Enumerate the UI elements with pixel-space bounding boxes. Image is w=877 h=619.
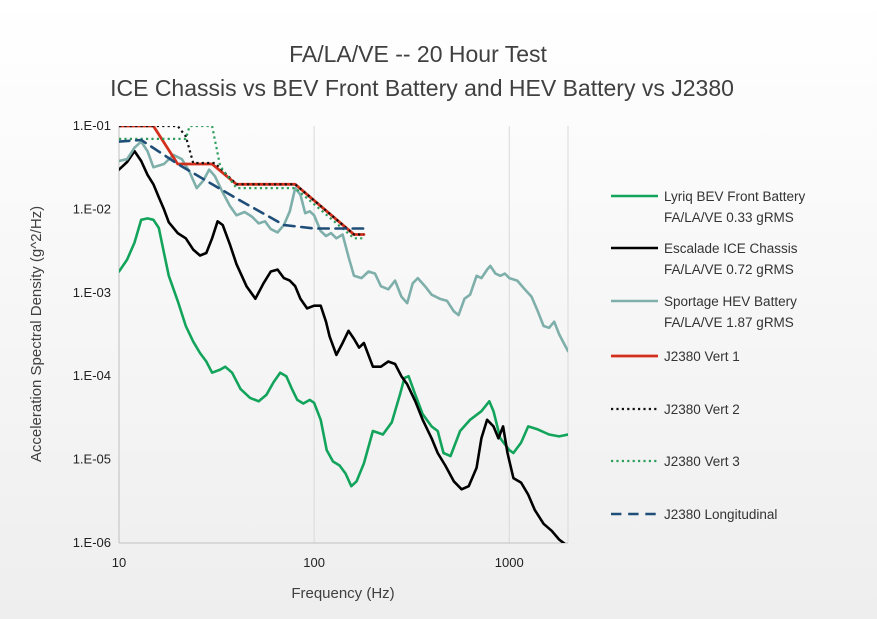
legend-label: FA/LA/VE 1.87 gRMS [664, 315, 794, 330]
y-tick-label: 1.E-03 [73, 285, 111, 300]
legend-label: J2380 Longitudinal [664, 507, 777, 522]
legend-label: J2380 Vert 1 [664, 349, 740, 364]
legend-item-lyriq-bev-front-battery-fa-la-ve-0-33-grms: Lyriq BEV Front Battery FA/LA/VE 0.33 gRM… [611, 189, 806, 225]
series-line-j2380-vert-3 [119, 126, 364, 240]
x-axis-label: Frequency (Hz) [291, 585, 394, 602]
legend-item-j2380-longitudinal: J2380 Longitudinal [611, 507, 777, 522]
series-line-escalade-ice-chassis-fa-la-ve-0-72-grms [119, 149, 566, 543]
y-axis-label: Acceleration Spectral Density (g^2/Hz) [28, 206, 45, 462]
chart-title-line-2: ICE Chassis vs BEV Front Battery and HEV… [110, 75, 734, 101]
legend-item-j2380-vert-2: J2380 Vert 2 [611, 402, 740, 417]
series-lines [119, 126, 568, 543]
y-tick-label: 1.E-04 [73, 368, 111, 383]
legend-item-sportage-hev-battery-fa-la-ve-1-87-grms: Sportage HEV Battery FA/LA/VE 1.87 gRMS [611, 294, 797, 330]
y-tick-label: 1.E-05 [73, 452, 111, 467]
legend-label: FA/LA/VE 0.33 gRMS [664, 210, 794, 225]
y-tick-label: 1.E-02 [73, 201, 111, 216]
legend-item-j2380-vert-1: J2380 Vert 1 [611, 349, 740, 364]
legend-item-j2380-vert-3: J2380 Vert 3 [611, 454, 740, 469]
y-tick-label: 1.E-01 [73, 118, 111, 133]
axes [118, 126, 568, 544]
legend-item-escalade-ice-chassis-fa-la-ve-0-72-grms: Escalade ICE Chassis FA/LA/VE 0.72 gRMS [611, 241, 798, 277]
legend-label: Sportage HEV Battery [664, 294, 797, 309]
legend: Lyriq BEV Front Battery FA/LA/VE 0.33 gRM… [611, 189, 806, 522]
chart-title-line-1: FA/LA/VE -- 20 Hour Test [289, 41, 547, 67]
legend-label: FA/LA/VE 0.72 gRMS [664, 262, 794, 277]
x-tick-label: 10 [112, 555, 126, 570]
x-tick-label: 1000 [495, 555, 524, 570]
y-tick-label: 1.E-06 [73, 535, 111, 550]
x-tick-label: 100 [303, 555, 325, 570]
legend-label: Escalade ICE Chassis [664, 241, 798, 256]
series-line-j2380-longitudinal [119, 138, 366, 230]
series-line-j2380-vert-1 [119, 126, 366, 236]
series-line-sportage-hev-battery-fa-la-ve-1-87-grms [119, 140, 568, 353]
series-line-lyriq-bev-front-battery-fa-la-ve-0-33-grms [119, 217, 568, 488]
legend-label: J2380 Vert 3 [664, 454, 740, 469]
legend-label: J2380 Vert 2 [664, 402, 740, 417]
legend-label: Lyriq BEV Front Battery [664, 189, 806, 204]
